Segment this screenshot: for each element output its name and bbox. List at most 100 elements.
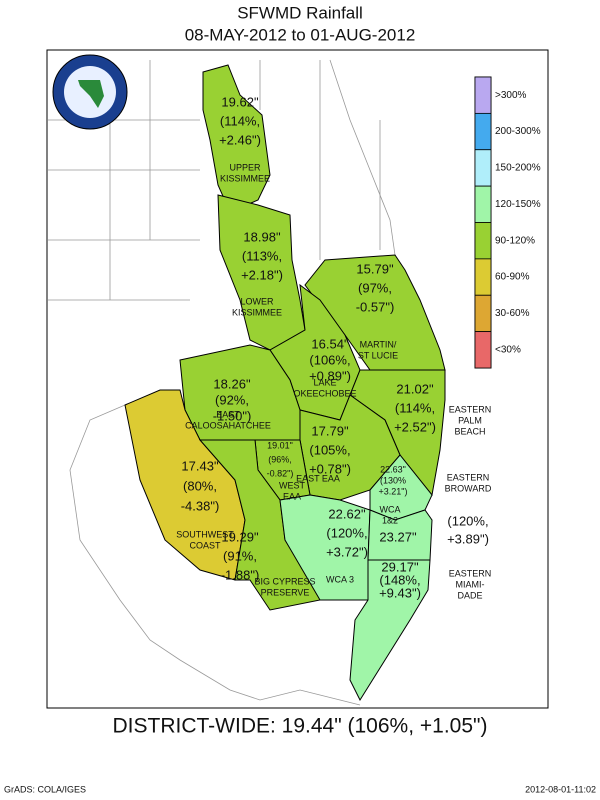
region-name: EASTERN [447,472,490,482]
region-value: 19.62" [221,94,259,109]
region-name: BIG CYPRESS [254,576,315,586]
region-value: +2.18") [241,267,283,282]
region-value: +3.72") [326,544,368,559]
legend-label: 90-120% [495,235,535,246]
region-value: -1.88") [221,567,260,582]
region-value: 22.62" [328,506,366,521]
region-value: 17.79" [311,423,349,438]
region-value: (113%, [242,248,282,263]
regions [124,64,446,702]
region-name: SOUTHWEST [176,529,234,539]
county-lines [48,60,381,301]
region-value: (120%, [447,513,488,528]
legend-label: <30% [495,344,521,355]
region-value: +3.89") [447,531,489,546]
footer-left: GrADS: COLA/IGES [4,784,86,794]
region-value: -0.57") [356,299,395,314]
legend-label: 150-200% [495,163,541,174]
district-summary: DISTRICT-WIDE: 19.44" (106%, +1.05") [113,715,488,738]
region-name: LOWER [240,296,274,306]
region-value: 17.43" [181,458,219,473]
map-title: SFWMD Rainfall [237,3,363,22]
region-value: 18.98" [243,229,281,244]
region-name: EAA [283,491,301,501]
legend-label: 200-300% [495,126,541,137]
region-name: ST LUCIE [358,350,398,360]
region-name: OKEECHOBEE [293,388,356,398]
region-value: +3.21") [379,486,408,496]
region-value: -0.82") [267,468,294,478]
legend-label: 60-90% [495,272,530,283]
region-value: (120%, [326,525,367,540]
region-value: +2.46") [219,132,261,147]
region-name: EASTERN [449,568,492,578]
region-name: KISSIMMEE [232,307,282,317]
region-name: PRESERVE [261,587,310,597]
region-value: 19.01" [267,440,293,450]
region-value: 23.27" [379,529,417,544]
region-value: +2.52") [394,419,436,434]
region-name: EASTERN [449,404,492,414]
region-value: +0.78") [309,461,351,476]
region-name: 1&2 [382,515,398,525]
region-name: BEACH [454,426,485,436]
region-value: 18.26" [213,376,251,391]
footer-right: 2012-08-01-11:02 [525,784,596,794]
logo-state [78,80,104,108]
region-name: EAST [216,409,240,419]
region-value: (114%, [220,113,260,128]
legend-swatch [474,331,492,369]
map-frame [46,49,549,709]
district-logo [52,54,128,130]
legend-label: 30-60% [495,308,530,319]
legend-swatch [474,185,492,223]
legend-label: >300% [495,90,527,101]
region-name: CALOOSAHATCHEE [185,420,271,430]
region-name: PALM [458,415,482,425]
region-value: +0.89") [309,368,351,383]
region [349,559,431,702]
legend-label: 120-150% [495,199,541,210]
region-labels: 19.62" (114%, +2.46") UPPER KISSIMMEE 18.98" (… [176,94,492,600]
region-value: -1.50") [213,408,252,423]
region-value: (91%, [223,548,257,563]
region-value: 15.79" [356,261,394,276]
region-name: COAST [189,540,221,550]
region-name: MARTIN/ [360,339,397,349]
region-value: (114%, [395,400,435,415]
legend: >300% 200-300% 150-200% 120-150% 90-120% 60-9… [474,76,541,369]
region-name: UPPER [229,162,261,172]
legend-swatch [474,294,492,333]
region-name: WEST [279,480,306,490]
region-value: (106%, [309,352,350,367]
region-value: +9.43") [379,585,421,600]
legend-swatch [474,76,492,114]
region-name: LAKE [313,377,336,387]
region-name: MIAMI- [456,579,485,589]
legend-swatch [474,112,492,151]
region-value: (97%, [358,280,392,295]
region-value: (96%, [268,454,292,464]
region-value: (80%, [183,478,217,493]
region-value: 16.54" [311,336,349,351]
region-value: (92%, [215,392,249,407]
region-value: 29.17" [381,559,419,574]
region-name: WCA [380,504,401,514]
region-value: (105%, [309,442,350,457]
map-subtitle: 08-MAY-2012 to 01-AUG-2012 [185,25,416,44]
coastline [69,59,396,706]
region-value: 21.02" [396,381,434,396]
legend-swatch [474,222,492,260]
region-name: WCA 3 [326,574,354,584]
region [202,64,271,213]
region-name: EAST EAA [296,473,340,483]
region-name: DADE [457,590,482,600]
region-value: 22.63" [380,464,406,474]
region-name: BROWARD [445,483,492,493]
region-value: -4.38") [181,498,220,513]
region-value: (148%, [379,572,420,587]
region-value: 19.29" [221,529,259,544]
legend-swatch [474,258,492,296]
